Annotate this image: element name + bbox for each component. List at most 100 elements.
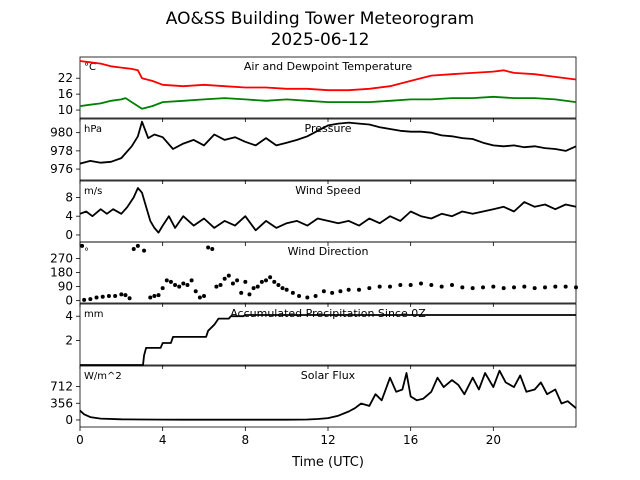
wind-direction-point xyxy=(160,286,165,291)
wind-direction-point xyxy=(268,275,273,280)
y-tick-label: 16 xyxy=(58,87,73,101)
y-tick-label: 22 xyxy=(58,71,73,85)
wind-direction-point xyxy=(255,284,260,289)
wind-direction-point xyxy=(313,293,318,298)
wind-direction-point xyxy=(131,247,136,252)
wind-direction-point xyxy=(388,284,392,289)
y-tick-label: 180 xyxy=(50,266,73,280)
wind-direction-point xyxy=(330,290,335,295)
wind-direction-point xyxy=(177,284,182,289)
wind-direction-point xyxy=(305,295,310,300)
wind-direction-point xyxy=(284,287,289,292)
wind-direction-point xyxy=(214,284,219,289)
y-tick-label: 356 xyxy=(50,396,73,410)
figure-date: 2025-06-12 xyxy=(271,30,370,50)
x-axis-label: Time (UTC) xyxy=(291,455,364,470)
wind-direction-point xyxy=(338,289,343,294)
series-line xyxy=(79,60,577,92)
y-tick-label: 90 xyxy=(58,280,73,294)
wind-direction-point xyxy=(439,284,444,289)
wind-direction-point xyxy=(206,245,211,250)
wind-direction-point xyxy=(193,289,198,294)
wind-direction-point xyxy=(290,290,295,295)
wind-direction-point xyxy=(127,296,132,301)
wind-direction-point xyxy=(119,292,124,297)
wind-direction-point xyxy=(264,278,268,283)
y-tick-label: 0 xyxy=(65,413,73,427)
wind-direction-point xyxy=(197,295,202,300)
wind-direction-point xyxy=(247,292,252,297)
wind-direction-point xyxy=(185,283,190,288)
wind-direction-point xyxy=(297,293,302,298)
wind-direction-point xyxy=(450,283,454,288)
wind-direction-point xyxy=(321,289,326,294)
y-tick-label: 980 xyxy=(50,126,73,140)
figure-title: AO&SS Building Tower Meteorogram xyxy=(166,9,474,29)
wind-direction-point xyxy=(501,286,506,291)
wind-direction-point xyxy=(408,283,413,288)
x-tick-label: 12 xyxy=(320,433,335,447)
wind-direction-point xyxy=(259,279,264,284)
wind-direction-point xyxy=(522,284,527,289)
panel-2: 0 4 8 Wind Speed m/s xyxy=(65,180,577,246)
wind-direction-point xyxy=(218,283,223,288)
x-tick-label: 4 xyxy=(159,433,167,447)
wind-direction-point xyxy=(94,295,99,300)
wind-direction-point xyxy=(135,243,140,248)
series-line xyxy=(79,187,577,234)
panel-unit: hPa xyxy=(84,124,102,135)
wind-direction-point xyxy=(235,278,240,283)
x-tick-label: 8 xyxy=(242,433,250,447)
wind-direction-point xyxy=(123,293,128,298)
wind-direction-point xyxy=(80,243,85,248)
wind-direction-point xyxy=(88,297,93,302)
wind-direction-point xyxy=(210,247,215,252)
wind-direction-point xyxy=(251,286,256,291)
wind-direction-point xyxy=(367,286,372,291)
x-axis: 0 4 8 12 16 20 xyxy=(76,433,501,447)
wind-direction-point xyxy=(239,290,244,295)
wind-direction-point xyxy=(357,287,361,292)
panel-title: Accumulated Precipitation Since 0Z xyxy=(230,307,426,320)
wind-direction-point xyxy=(189,278,194,283)
wind-direction-point xyxy=(563,284,568,289)
wind-direction-point xyxy=(553,284,558,289)
panel-unit: m/s xyxy=(84,186,102,197)
wind-direction-point xyxy=(377,284,382,289)
wind-direction-point xyxy=(82,297,87,302)
wind-direction-point xyxy=(346,287,351,292)
panel-title: Solar Flux xyxy=(301,369,356,382)
wind-direction-point xyxy=(543,285,547,290)
y-tick-label: 0 xyxy=(65,294,73,308)
series-line xyxy=(80,314,576,366)
x-tick-label: 0 xyxy=(76,433,84,447)
wind-direction-point xyxy=(243,279,248,284)
panel-title: Wind Direction xyxy=(288,245,369,258)
wind-direction-point xyxy=(181,281,186,286)
wind-direction-point xyxy=(148,295,153,300)
wind-direction-point xyxy=(164,278,169,283)
y-tick-label: 4 xyxy=(65,209,73,223)
panel-unit: W/m^2 xyxy=(84,371,122,382)
panel-4: 2 4 Accumulated Precipitation Since 0Z mm xyxy=(65,303,577,369)
y-tick-label: 270 xyxy=(50,251,73,265)
wind-direction-point xyxy=(272,279,277,284)
panel-5: 0 356 712 Solar Flux W/m^2 xyxy=(50,365,577,431)
wind-direction-point xyxy=(230,281,235,286)
wind-direction-point xyxy=(100,294,105,299)
wind-direction-point xyxy=(222,276,227,281)
series-line xyxy=(79,95,577,110)
y-tick-label: 978 xyxy=(50,144,73,158)
x-tick-label: 16 xyxy=(403,433,418,447)
y-tick-label: 0 xyxy=(65,228,73,242)
wind-direction-point xyxy=(156,293,161,298)
series-line xyxy=(79,369,577,421)
wind-direction-point xyxy=(574,285,578,290)
wind-direction-point xyxy=(106,293,111,298)
wind-direction-point xyxy=(429,283,434,288)
wind-direction-point xyxy=(142,248,147,253)
y-tick-label: 976 xyxy=(50,162,73,176)
y-tick-label: 8 xyxy=(65,190,73,204)
